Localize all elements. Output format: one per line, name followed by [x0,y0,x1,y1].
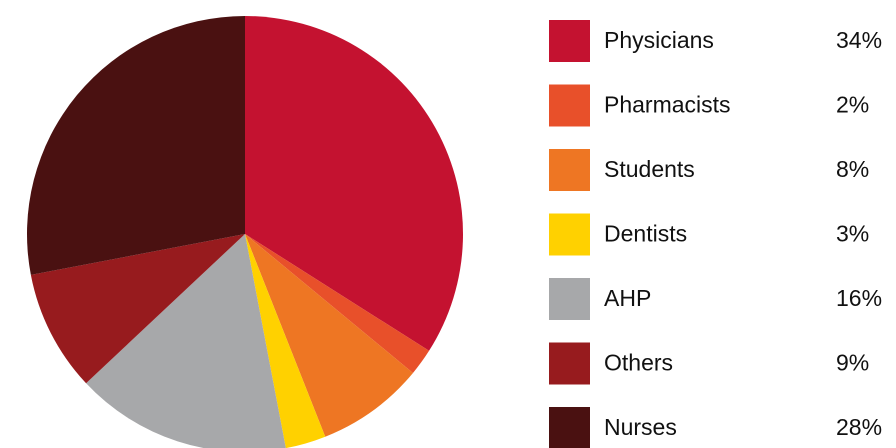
legend-value: 34% [836,27,882,53]
legend-swatch [549,213,590,256]
legend-label: AHP [604,285,651,311]
pie-slice [27,16,246,275]
legend-swatch [549,149,590,191]
legend-label: Others [604,350,673,376]
legend-label: Students [604,156,695,182]
pie-slice [245,234,326,448]
legend-swatch [549,20,590,62]
legend-swatch [549,278,590,320]
pie-slice [86,234,286,448]
legend-value: 28% [836,414,882,440]
legend-swatch [549,342,590,385]
legend-value: 9% [836,350,869,376]
legend-swatch [549,84,590,127]
legend-value: 16% [836,285,882,311]
legend-label: Pharmacists [604,92,731,118]
legend-value: 3% [836,221,869,247]
legend-value: 8% [836,156,869,182]
legend-label: Dentists [604,221,687,247]
legend-label: Nurses [604,414,677,440]
legend-value: 2% [836,92,869,118]
pie-slice [245,16,463,351]
legend-label: Physicians [604,27,714,53]
pie-slice [30,234,246,384]
pie-slice [245,234,413,437]
pie-slice [245,234,430,373]
legend-swatch [549,407,590,448]
